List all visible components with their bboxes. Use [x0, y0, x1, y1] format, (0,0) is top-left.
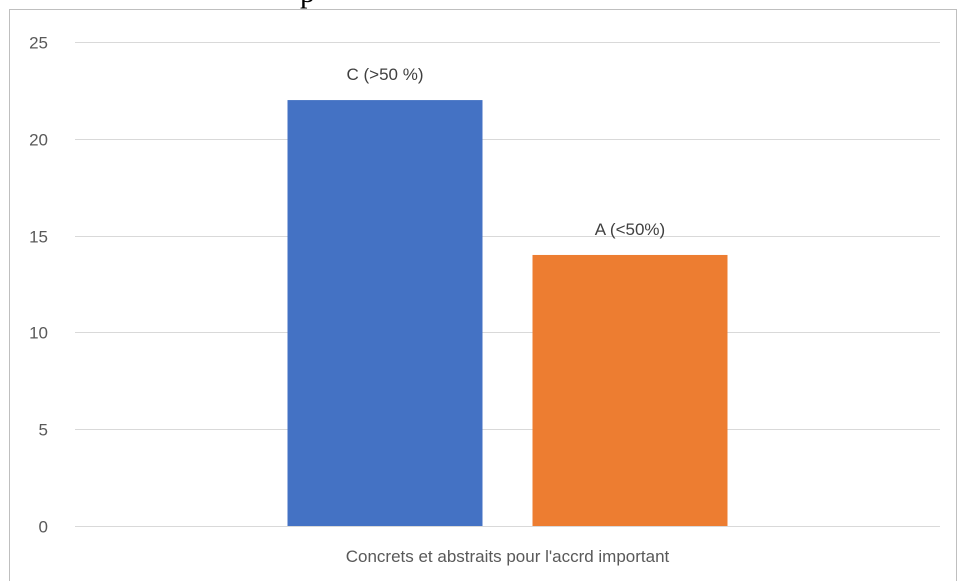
y-axis-ticks: 0 5 10 15 20 25 [29, 34, 48, 537]
y-tick-label: 20 [29, 131, 48, 150]
x-category-label: Concrets et abstraits pour l'accrd impor… [346, 547, 670, 566]
x-axis-categories: Concrets et abstraits pour l'accrd impor… [346, 547, 670, 566]
bar-c [287, 100, 483, 526]
y-tick-label: 10 [29, 324, 48, 343]
y-tick-label: 0 [39, 518, 48, 537]
bar-data-label: C (>50 %) [347, 65, 424, 84]
y-tick-label: 5 [39, 421, 48, 440]
chart-title-fragment: p [300, 0, 315, 8]
y-tick-label: 25 [29, 34, 48, 53]
bars [287, 100, 728, 526]
chart-border [9, 9, 957, 585]
gridlines [75, 42, 940, 527]
data-labels: C (>50 %) A (<50%) [347, 65, 666, 239]
bar-data-label: A (<50%) [595, 220, 665, 239]
y-tick-label: 15 [29, 228, 48, 247]
bar-a [532, 254, 728, 526]
